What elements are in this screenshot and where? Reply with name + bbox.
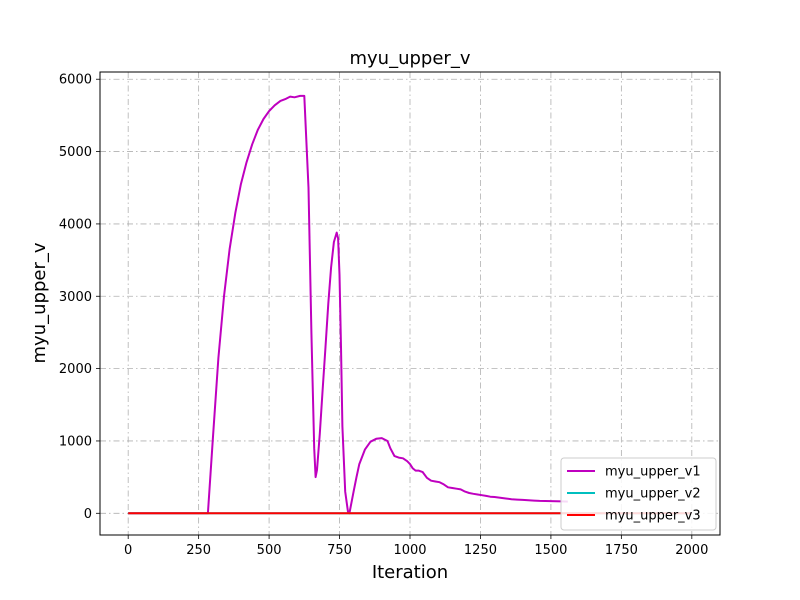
x-tick-label: 0 <box>124 543 132 558</box>
x-tick-label: 500 <box>257 543 282 558</box>
x-tick-label: 2000 <box>675 543 708 558</box>
y-tick-label: 2000 <box>59 362 92 377</box>
series-line-myu_upper_v1 <box>128 94 568 515</box>
y-tick-label: 0 <box>84 507 92 522</box>
x-tick-label: 1500 <box>534 543 567 558</box>
y-tick-label: 6000 <box>59 73 92 88</box>
y-axis-label: myu_upper_v <box>29 242 50 363</box>
chart-title: myu_upper_v <box>350 48 471 69</box>
axis-ticks: 0 250 500 750 1000 1250 1500 1750 2000 0 1000 2000 3… <box>59 73 708 558</box>
legend-label: myu_upper_v2 <box>605 487 701 502</box>
x-tick-label: 250 <box>186 543 211 558</box>
x-tick-label: 1750 <box>605 543 638 558</box>
legend-box <box>560 457 717 531</box>
legend: myu_upper_v1 myu_upper_v2 myu_upper_v3 <box>560 457 717 531</box>
y-tick-label: 1000 <box>59 434 92 449</box>
legend-label: myu_upper_v3 <box>605 509 701 524</box>
x-tick-label: 1250 <box>464 543 497 558</box>
y-tick-label: 5000 <box>59 145 92 160</box>
x-axis-label: Iteration <box>372 562 448 583</box>
y-tick-label: 4000 <box>59 217 92 232</box>
x-tick-label: 750 <box>327 543 352 558</box>
legend-label: myu_upper_v1 <box>605 465 701 480</box>
y-tick-label: 3000 <box>59 290 92 305</box>
x-tick-label: 1000 <box>393 543 426 558</box>
